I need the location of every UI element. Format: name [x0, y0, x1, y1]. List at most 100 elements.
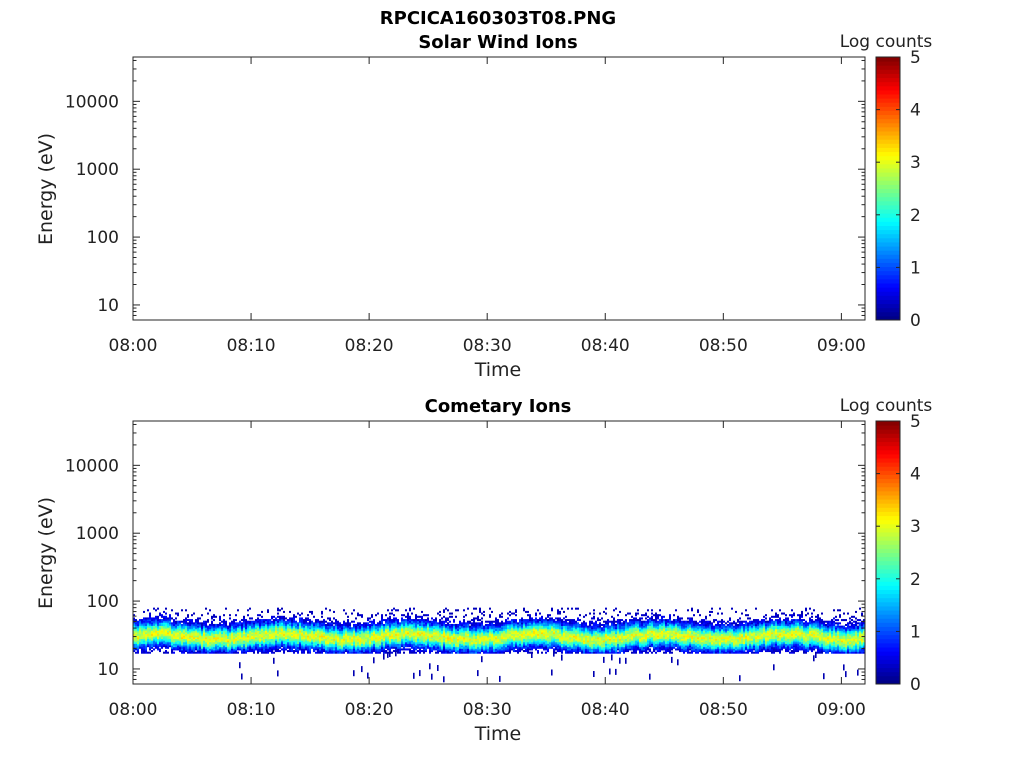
- spectrogram-cell: [259, 620, 261, 623]
- spectrogram-cell: [485, 638, 487, 641]
- spectrogram-cell: [441, 643, 443, 646]
- spectrogram-cell: [577, 617, 579, 620]
- spectrogram-cell: [245, 632, 247, 635]
- spectrogram-cell: [547, 627, 549, 630]
- spectrogram-cell: [285, 638, 287, 641]
- spectrogram-cell: [185, 609, 187, 612]
- spectrogram-cell: [321, 643, 323, 646]
- spectrogram-cell: [263, 620, 265, 623]
- spectrogram-cell: [337, 620, 339, 623]
- spectrogram-cell: [531, 628, 533, 631]
- spectrogram-cell: [265, 641, 267, 644]
- spectrogram-cell: [293, 633, 295, 636]
- spectrogram-cell: [255, 637, 257, 640]
- spectrogram-cell: [555, 633, 557, 636]
- spectrogram-cell: [295, 648, 297, 651]
- spectrogram-cell: [253, 643, 255, 646]
- spectrogram-cell: [147, 638, 149, 641]
- spectrogram-cell: [549, 625, 551, 628]
- spectrogram-cell: [439, 630, 441, 633]
- spectrogram-cell: [505, 619, 507, 622]
- spectrogram-cell: [573, 627, 575, 630]
- spectrogram-cell: [527, 650, 529, 653]
- spectrogram-cell: [139, 641, 141, 644]
- spectrogram-cell: [263, 627, 265, 630]
- spectrogram-cell: [369, 623, 371, 626]
- spectrogram-cell: [515, 622, 517, 625]
- spectrogram-cell: [419, 615, 421, 618]
- spectrogram-cell: [339, 627, 341, 630]
- spectrogram-cell: [181, 643, 183, 646]
- spectrogram-cell: [373, 643, 375, 646]
- spectrogram-cell: [217, 632, 219, 635]
- spectrogram-cell: [243, 628, 245, 631]
- spectrogram-cell: [467, 646, 469, 649]
- spectrogram-cell: [509, 630, 511, 633]
- spectrogram-cell: [435, 648, 437, 651]
- spectrogram-cell: [453, 645, 455, 648]
- spectrogram-cell: [377, 648, 379, 651]
- spectrogram-cell: [349, 643, 351, 646]
- spectrogram-cell: [357, 627, 359, 630]
- spectrogram-cell: [269, 632, 271, 635]
- spectrogram-cell: [441, 630, 443, 633]
- spectrogram-cell: [447, 633, 449, 636]
- spectrogram-cell: [351, 628, 353, 631]
- spectrogram-cell: [363, 630, 365, 633]
- spectrogram-cell: [261, 643, 263, 646]
- spectrogram-cell: [237, 643, 239, 646]
- spectrogram-cell: [183, 623, 185, 626]
- spectrogram-cell: [491, 632, 493, 635]
- spectrogram-cell: [383, 630, 385, 633]
- spectrogram-cell: [279, 628, 281, 631]
- spectrogram-cell: [277, 625, 279, 628]
- spectrogram-cell: [431, 643, 433, 646]
- spectrogram-cell: [593, 650, 595, 653]
- spectrogram-cell: [245, 646, 247, 649]
- spectrogram-cell: [589, 612, 591, 615]
- spectrogram-cell: [319, 633, 321, 636]
- spectrogram-cell: [139, 625, 141, 628]
- spectrogram-cell: [277, 646, 279, 649]
- spectrogram-cell: [205, 643, 207, 646]
- spectrogram-cell: [213, 638, 215, 641]
- spectrogram-cell: [289, 623, 291, 626]
- spectrogram-cell: [281, 632, 283, 635]
- spectrogram-cell: [481, 646, 483, 649]
- spectrogram-cell: [455, 623, 457, 626]
- spectrogram-cell: [453, 641, 455, 644]
- spectrogram-cell: [397, 638, 399, 641]
- spectrogram-cell: [525, 638, 527, 641]
- spectrogram-area-cometary: [133, 607, 865, 683]
- spectrogram-cell: [309, 620, 311, 623]
- spectrogram-cell: [189, 620, 191, 623]
- spectrogram-cell: [395, 625, 397, 628]
- spectrogram-cell: [293, 646, 295, 649]
- spectrogram-cell: [301, 627, 303, 630]
- spectrogram-cell: [209, 650, 211, 653]
- spectrogram-cell: [513, 635, 515, 638]
- colorbar-tick-label: 0: [910, 311, 921, 331]
- spectrogram-cell: [197, 619, 199, 622]
- spectrogram-cell: [447, 632, 449, 635]
- spectrogram-cell: [453, 648, 455, 651]
- spectrogram-cell: [443, 650, 445, 653]
- spectrogram-cell: [233, 620, 235, 623]
- spectrogram-cell: [521, 619, 523, 622]
- spectrogram-cell: [525, 648, 527, 651]
- spectrogram-cell: [169, 620, 171, 623]
- spectrogram-cell: [463, 615, 465, 618]
- spectrogram-cell: [221, 635, 223, 638]
- spectrogram-cell: [337, 651, 339, 654]
- spectrogram-cell: [589, 622, 591, 625]
- spectrogram-cell: [341, 640, 343, 643]
- spectrogram-cell: [317, 643, 319, 646]
- spectrogram-cell: [537, 632, 539, 635]
- spectrogram-cell: [433, 637, 435, 640]
- spectrogram-cell: [585, 640, 587, 643]
- spectrogram-cell: [309, 651, 311, 654]
- spectrogram-cell: [373, 630, 375, 633]
- spectrogram-cell: [319, 651, 321, 654]
- spectrogram-cell: [399, 638, 401, 641]
- spectrogram-cell: [499, 633, 501, 636]
